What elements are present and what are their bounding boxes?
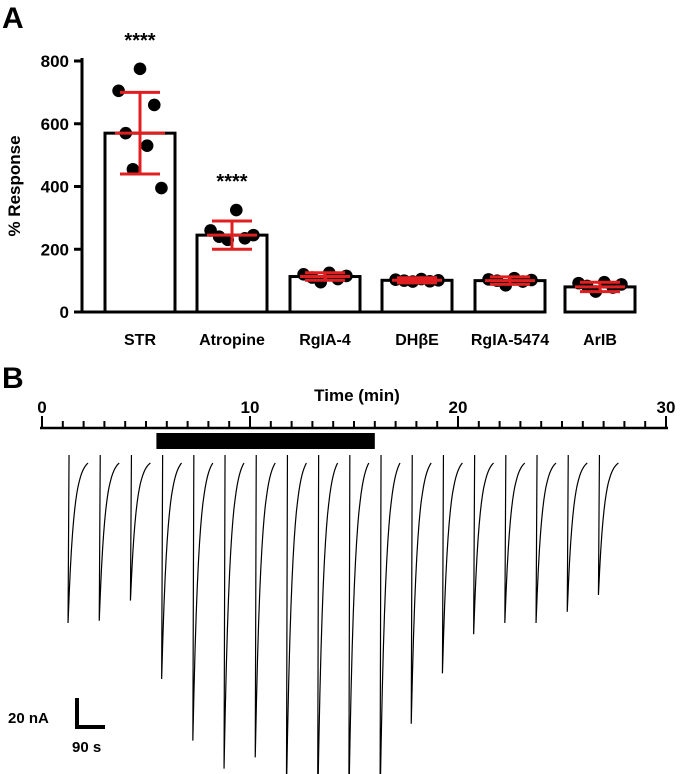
time-tick-label-3: 30 — [657, 398, 676, 417]
significance-label-0: **** — [124, 30, 155, 52]
current-trace-9 — [348, 454, 370, 774]
current-trace-14 — [504, 454, 526, 624]
scale-time-label: 90 s — [72, 739, 101, 756]
panel-letter-a: A — [2, 2, 24, 35]
time-tick-label-1: 10 — [241, 398, 260, 417]
y-tick-label-3: 600 — [41, 115, 69, 134]
scale-current-label: 20 nA — [8, 710, 49, 727]
scale-bar: 20 nA 90 s — [8, 698, 105, 756]
category-label-3: DHβE — [395, 332, 439, 349]
current-trace-17 — [597, 454, 619, 596]
current-trace-2 — [129, 454, 151, 601]
current-trace-0 — [67, 454, 89, 624]
data-point-0-5 — [126, 162, 140, 176]
data-point-0-2 — [147, 98, 161, 112]
current-trace-15 — [535, 454, 557, 624]
y-tick-label-1: 200 — [41, 240, 69, 259]
trace-panel-b: Time (min) 0 10 20 30 20 nA 90 s — [8, 386, 675, 774]
category-label-5: ArIB — [583, 332, 617, 349]
time-axis-title: Time (min) — [314, 386, 400, 405]
time-tick-label-0: 0 — [37, 398, 46, 417]
data-point-0-0 — [133, 62, 147, 76]
current-trace-11 — [410, 454, 432, 724]
significance-label-1: **** — [216, 171, 247, 193]
current-trace-6 — [254, 454, 276, 758]
current-trace-4 — [192, 454, 214, 741]
current-trace-8 — [317, 454, 339, 774]
bar-1 — [195, 233, 269, 314]
category-label-0: STR — [124, 332, 156, 349]
current-trace-13 — [473, 454, 495, 635]
data-point-1-0 — [229, 203, 243, 217]
data-point-0-1 — [112, 84, 125, 98]
application-bar — [156, 433, 375, 449]
bar-chart-panel-a: % Response 0 200 400 600 800 STR **** Atropine… — [5, 30, 637, 349]
current-trace-7 — [285, 454, 307, 774]
current-trace-3 — [161, 454, 183, 680]
y-tick-label-0: 0 — [60, 303, 69, 322]
panel-letter-b: B — [2, 362, 24, 395]
y-axis-title: % Response — [5, 135, 24, 236]
current-trace-16 — [566, 454, 588, 612]
y-tick-label-2: 400 — [41, 178, 69, 197]
category-label-1: Atropine — [199, 332, 265, 349]
y-tick-label-4: 800 — [41, 52, 69, 71]
current-trace-5 — [223, 454, 245, 769]
data-point-0-6 — [155, 181, 168, 195]
time-tick-label-2: 20 — [449, 398, 468, 417]
current-trace-12 — [441, 454, 463, 674]
category-label-2: RgIA-4 — [299, 332, 351, 349]
category-label-4: RgIA-5474 — [471, 332, 549, 349]
current-trace-10 — [379, 454, 401, 774]
bar-5 — [563, 285, 637, 314]
current-trace-1 — [98, 454, 120, 621]
data-point-0-4 — [140, 139, 154, 153]
